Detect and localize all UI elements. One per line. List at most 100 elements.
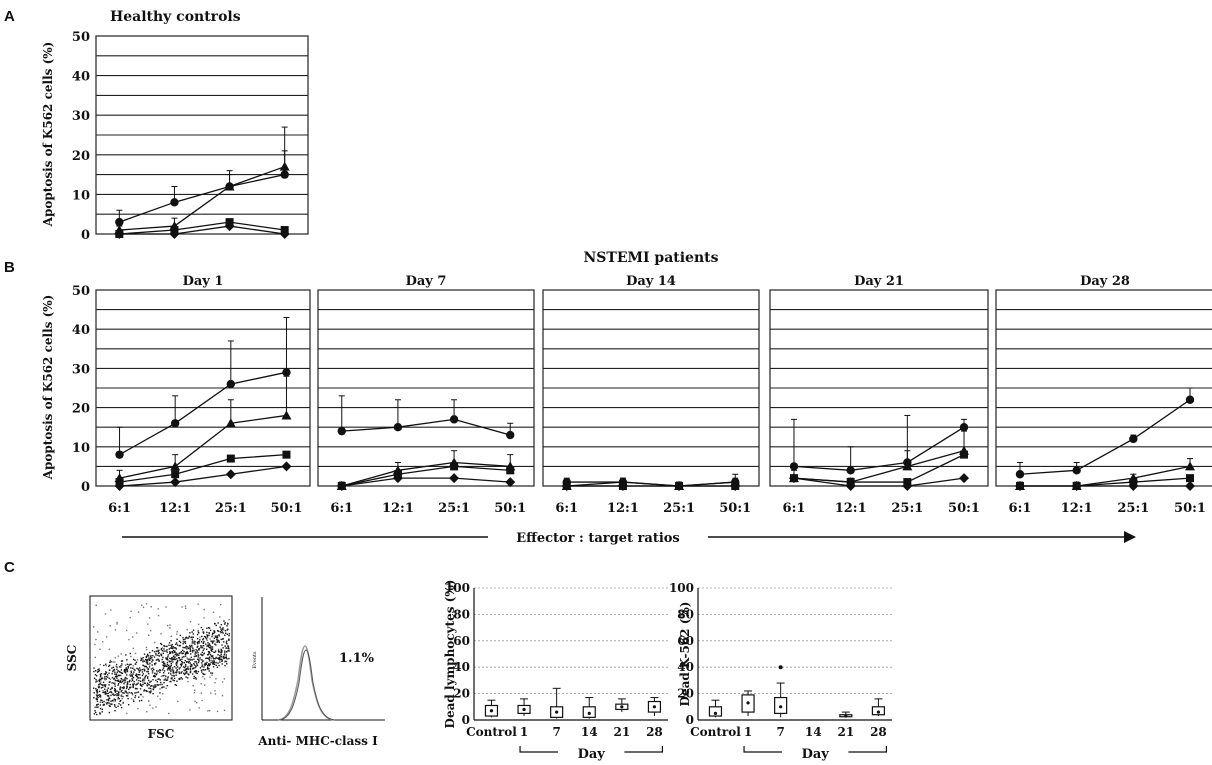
flow-event-dot: [197, 645, 199, 647]
flow-event-dot: [192, 636, 195, 638]
flow-event-dot: [227, 645, 229, 647]
flow-event-dot: [121, 672, 124, 674]
flow-event-dot: [181, 658, 183, 660]
flow-event-dot: [176, 638, 178, 641]
histogram-curve-isotype: [277, 645, 335, 721]
series-line-circle: [793, 426, 965, 471]
flow-event-dot: [96, 713, 98, 716]
flow-event-dot: [186, 652, 188, 655]
flow-event-dot: [126, 678, 128, 680]
flow-event-dot: [147, 663, 149, 665]
flow-event-dot: [114, 690, 117, 692]
flow-event-dot: [166, 624, 169, 627]
flow-event-dot: [191, 650, 193, 652]
y-tick-label: 40: [72, 323, 90, 338]
flow-event-dot: [166, 665, 168, 668]
flow-event-dot: [143, 690, 145, 692]
x-tick-label: 12:1: [835, 501, 867, 516]
box-ylabel: Dead K-562 (%): [678, 602, 692, 707]
flow-event-dot: [198, 660, 200, 662]
x-tick-label: 7: [552, 725, 560, 739]
flow-event-dot: [138, 696, 140, 698]
flow-event-dot: [94, 670, 97, 672]
flow-event-dot: [173, 647, 176, 649]
flow-event-dot: [189, 650, 192, 652]
flow-event-dot: [173, 672, 175, 674]
flow-event-dot: [124, 679, 126, 682]
flow-event-dot: [142, 681, 144, 683]
series-line-diamond: [793, 477, 965, 487]
flow-event-dot: [228, 639, 230, 641]
flow-event-dot: [209, 663, 211, 665]
flow-event-dot: [121, 681, 124, 683]
flow-event-dot: [218, 634, 220, 636]
flow-event-dot: [220, 631, 222, 634]
flow-event-dot: [146, 659, 148, 661]
flow-event-dot: [172, 652, 174, 654]
flow-event-dot: [123, 687, 125, 689]
flow-event-dot: [157, 649, 159, 652]
flow-event-dot: [148, 666, 151, 668]
flow-event-dot: [222, 632, 224, 634]
flow-event-dot: [168, 648, 170, 650]
flow-event-dot: [213, 630, 216, 633]
effector-arrow-label: Effector : target ratios: [516, 531, 680, 546]
series-line-triangle: [566, 481, 736, 487]
flow-event-dot: [189, 670, 192, 673]
flow-event-dot: [211, 646, 214, 648]
flow-event-dot: [167, 667, 169, 670]
flow-event-dot: [161, 661, 164, 663]
flow-event-dot: [201, 654, 203, 656]
flow-event-dot: [114, 661, 116, 663]
chart-day-7: Day 7 6:1 12:1 25:1 50:1: [317, 274, 535, 516]
flow-event-dot: [133, 680, 135, 683]
y-tick-label: 60: [677, 634, 694, 648]
x-tick-label: 7: [776, 725, 784, 739]
flow-ylabel: SSC: [65, 645, 79, 672]
flow-event-dot: [140, 659, 142, 661]
flow-event-dot: [120, 695, 122, 697]
flow-event-dot: [181, 606, 183, 608]
flow-event-dot: [195, 701, 198, 704]
flow-event-dot: [175, 667, 177, 669]
flow-event-dot: [194, 641, 196, 643]
flow-event-dot: [172, 679, 174, 681]
flow-event-dot: [210, 692, 212, 694]
flow-event-dot: [145, 674, 147, 677]
flow-event-dot: [113, 703, 116, 706]
day-bracket-left: [519, 746, 559, 753]
flow-event-dot: [157, 684, 160, 686]
flow-event-dot: [212, 666, 215, 668]
flow-event-dot: [120, 699, 122, 702]
flow-event-dot: [120, 706, 123, 709]
flow-event-dot: [99, 695, 101, 698]
flow-event-dot: [195, 670, 197, 672]
flow-event-dot: [99, 676, 102, 678]
flow-event-dot: [114, 679, 116, 681]
flow-event-dot: [216, 637, 219, 639]
data-point-diamond: [169, 229, 180, 239]
flow-event-dot: [176, 654, 178, 657]
flow-event-dot: [145, 646, 148, 649]
flow-event-dot: [156, 650, 158, 653]
flow-event-dot: [131, 674, 133, 677]
flow-event-dot: [226, 629, 228, 631]
flow-event-dot: [104, 693, 107, 695]
flow-event-dot: [174, 647, 177, 649]
flow-event-dot: [203, 678, 206, 680]
flow-event-dot: [175, 642, 178, 644]
flow-event-dot: [138, 671, 140, 673]
flow-event-dot: [108, 711, 111, 714]
flow-event-dot: [163, 648, 165, 650]
flow-event-dot: [205, 638, 208, 640]
flow-event-dot: [185, 669, 187, 671]
flow-event-dot: [135, 684, 137, 686]
flow-event-dot: [154, 684, 156, 686]
flow-event-dot: [163, 686, 165, 688]
y-tick-label: 10: [72, 441, 90, 456]
flow-event-dot: [216, 641, 219, 643]
y-tick-label: 80: [453, 607, 470, 621]
flow-event-dot: [212, 662, 215, 664]
flow-event-dot: [169, 624, 171, 626]
flow-event-dot: [143, 670, 146, 672]
